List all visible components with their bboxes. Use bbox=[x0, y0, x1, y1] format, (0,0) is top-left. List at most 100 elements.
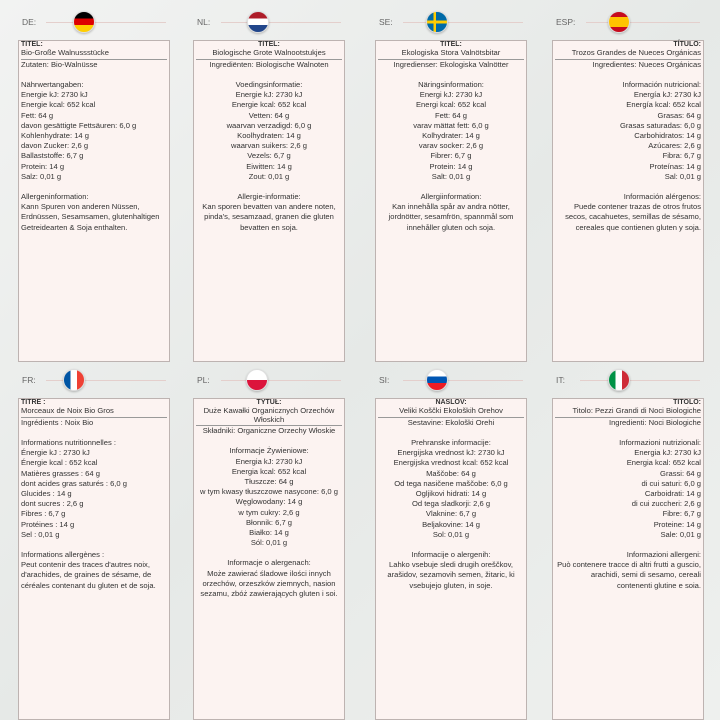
section-header: FR: bbox=[18, 358, 168, 398]
product-title: Bio-Große Walnussstücke bbox=[21, 48, 109, 58]
nutrition-row: Energi kcal: 652 kcal bbox=[415, 100, 487, 110]
france-flag-icon bbox=[63, 369, 85, 391]
spacer bbox=[555, 70, 701, 80]
nutrition-heading: Prehranske informacije: bbox=[411, 438, 491, 448]
nutrition-row: davon gesättigte Fettsäuren: 6,0 g bbox=[21, 120, 137, 130]
nutrition-row: Energi kJ: 2730 kJ bbox=[419, 90, 483, 100]
spain-flag-icon bbox=[608, 11, 630, 33]
poland-flag-icon bbox=[246, 369, 268, 391]
nutrition-row: Eiwitten: 14 g bbox=[246, 161, 292, 171]
section-header: SE: bbox=[375, 0, 525, 40]
nutrition-row: Carbohidratos: 14 g bbox=[634, 131, 701, 141]
title-label: TITEL: bbox=[21, 41, 43, 48]
allergen-heading: Informations allergènes : bbox=[21, 550, 105, 560]
spacer bbox=[378, 182, 524, 192]
nutrition-row: Sale: 0,01 g bbox=[660, 529, 701, 539]
divider-line bbox=[580, 380, 700, 381]
nutrition-row: di cui saturi: 6,0 g bbox=[641, 478, 701, 488]
nutrition-row: Energie kcal: 652 kcal bbox=[231, 100, 307, 110]
language-code: SI: bbox=[379, 375, 390, 385]
nutrition-heading: Informations nutritionnelles : bbox=[21, 438, 116, 448]
nutrition-row: di cui zuccheri: 2,6 g bbox=[631, 499, 701, 509]
nutrition-heading: Información nutricional: bbox=[622, 80, 701, 90]
nutrition-row: Węglowodany: 14 g bbox=[235, 497, 303, 507]
language-code: PL: bbox=[197, 375, 210, 385]
allergen-heading: Allergie-informatie: bbox=[237, 192, 301, 202]
nutrition-row: Énergie kJ : 2730 kJ bbox=[21, 448, 90, 458]
nutrition-row: Énergie kcal : 652 kcal bbox=[21, 458, 98, 468]
section-header: NL: bbox=[193, 0, 343, 40]
title-block: TITOLO: Titolo: Pezzi Grandi di Noci Biol… bbox=[555, 399, 701, 418]
spacer bbox=[378, 70, 524, 80]
nutrition-heading: Informazioni nutrizionali: bbox=[619, 438, 701, 448]
nutrition-row: Proteine: 14 g bbox=[653, 519, 701, 529]
spacer bbox=[196, 70, 342, 80]
nutrition-row: Sel : 0,01 g bbox=[21, 529, 60, 539]
nutrition-row: Fibra: 6,7 g bbox=[662, 151, 701, 161]
nutrition-heading: Nährwertangaben: bbox=[21, 80, 84, 90]
spacer bbox=[21, 70, 167, 80]
nutrition-row: davon Zucker: 2,6 g bbox=[21, 141, 89, 151]
divider-line bbox=[221, 22, 341, 23]
ingredients: Ingrédients : Noix Bio bbox=[21, 417, 94, 427]
nutrition-row: Protéines : 14 g bbox=[21, 519, 75, 529]
nutrition-row: Salz: 0,01 g bbox=[21, 171, 62, 181]
nutrition-row: Energía kcal: 652 kcal bbox=[626, 100, 701, 110]
nutrition-row: Energie kcal: 652 kcal bbox=[21, 100, 96, 110]
spacer bbox=[555, 182, 701, 192]
allergen-heading: Informacje o alergenach: bbox=[227, 558, 311, 568]
section-header: PL: bbox=[193, 358, 343, 398]
nutrition-row: Od tega sladkorji: 2,6 g bbox=[411, 499, 491, 509]
language-code: ESP: bbox=[556, 17, 576, 27]
label-panel: TITOLO: Titolo: Pezzi Grandi di Noci Biol… bbox=[552, 398, 704, 720]
spacer bbox=[196, 548, 342, 558]
nutrition-row: waarvan suikers: 2,6 g bbox=[231, 141, 307, 151]
divider-line bbox=[403, 22, 523, 23]
spacer bbox=[378, 540, 524, 550]
nutrition-row: Maščobe: 64 g bbox=[426, 468, 476, 478]
nutrition-row: Matières grasses : 64 g bbox=[21, 468, 100, 478]
nutrition-heading: Voedingsinformatie: bbox=[235, 80, 303, 90]
nutrition-row: Vezels: 6,7 g bbox=[247, 151, 291, 161]
nutrition-row: Tłuszcze: 64 g bbox=[244, 477, 294, 487]
spacer bbox=[196, 182, 342, 192]
section-header: IT: bbox=[552, 358, 702, 398]
language-code: DE: bbox=[22, 17, 37, 27]
ingredients: Ingredienti: Noci Biologiche bbox=[608, 417, 701, 427]
nutrition-row: Zout: 0,01 g bbox=[248, 171, 290, 181]
nutrition-row: w tym kwasy tłuszczowe nasycone: 6,0 g bbox=[199, 487, 338, 497]
title-block: TITEL: Bio-Große Walnussstücke bbox=[21, 41, 167, 60]
nutrition-row: Grasas: 64 g bbox=[657, 110, 701, 120]
nutrition-row: Błonnik: 6,7 g bbox=[245, 517, 292, 527]
allergen-heading: Allergeninformation: bbox=[21, 192, 89, 202]
allergen-heading: Información alérgenos: bbox=[623, 192, 701, 202]
nutrition-row: Fett: 64 g bbox=[434, 110, 468, 120]
nutrition-row: Protein: 14 g bbox=[429, 161, 473, 171]
sweden-flag-icon bbox=[426, 11, 448, 33]
nutrition-row: Vetten: 64 g bbox=[248, 110, 290, 120]
label-panel: TÍTULO: Trozos Grandes de Nueces Orgánica… bbox=[552, 40, 704, 362]
product-title: Ekologiska Stora Valnötsbitar bbox=[401, 48, 501, 58]
nutrition-row: Sól: 0,01 g bbox=[250, 538, 288, 548]
divider-line bbox=[586, 22, 700, 23]
ingredients: Ingredientes: Nueces Orgánicas bbox=[592, 59, 701, 69]
nutrition-row: waarvan verzadigd: 6,0 g bbox=[226, 120, 312, 130]
nutrition-row: Kolhydrater: 14 g bbox=[422, 131, 480, 141]
title-block: TYTUŁ: Duże Kawałki Organicznych Orzechów… bbox=[196, 399, 342, 427]
language-code: NL: bbox=[197, 17, 211, 27]
nutrition-row: Energía kJ: 2730 kJ bbox=[633, 90, 701, 100]
nutrition-row: varav socker: 2,6 g bbox=[418, 141, 484, 151]
title-block: TÍTULO: Trozos Grandes de Nueces Orgánica… bbox=[555, 41, 701, 60]
title-label: TYTUŁ: bbox=[256, 399, 282, 406]
spacer bbox=[555, 540, 701, 550]
language-code: IT: bbox=[556, 375, 565, 385]
nutrition-row: Ogljikovi hidrati: 14 g bbox=[415, 489, 487, 499]
nutrition-row: Energijska vrednost kcal: 652 kcal bbox=[393, 458, 509, 468]
nutrition-row: Glucides : 14 g bbox=[21, 489, 72, 499]
nutrition-row: Grasas saturadas: 6,0 g bbox=[619, 120, 701, 130]
allergen-heading: Allergiinformation: bbox=[420, 192, 482, 202]
nutrition-row: Sal: 0,01 g bbox=[664, 171, 701, 181]
ingredients: Sestavine: Ekološki Orehi bbox=[407, 417, 495, 427]
ingredients: Ingrediënten: Biologische Walnoten bbox=[209, 59, 329, 69]
nutrition-row: Salt: 0,01 g bbox=[431, 171, 471, 181]
